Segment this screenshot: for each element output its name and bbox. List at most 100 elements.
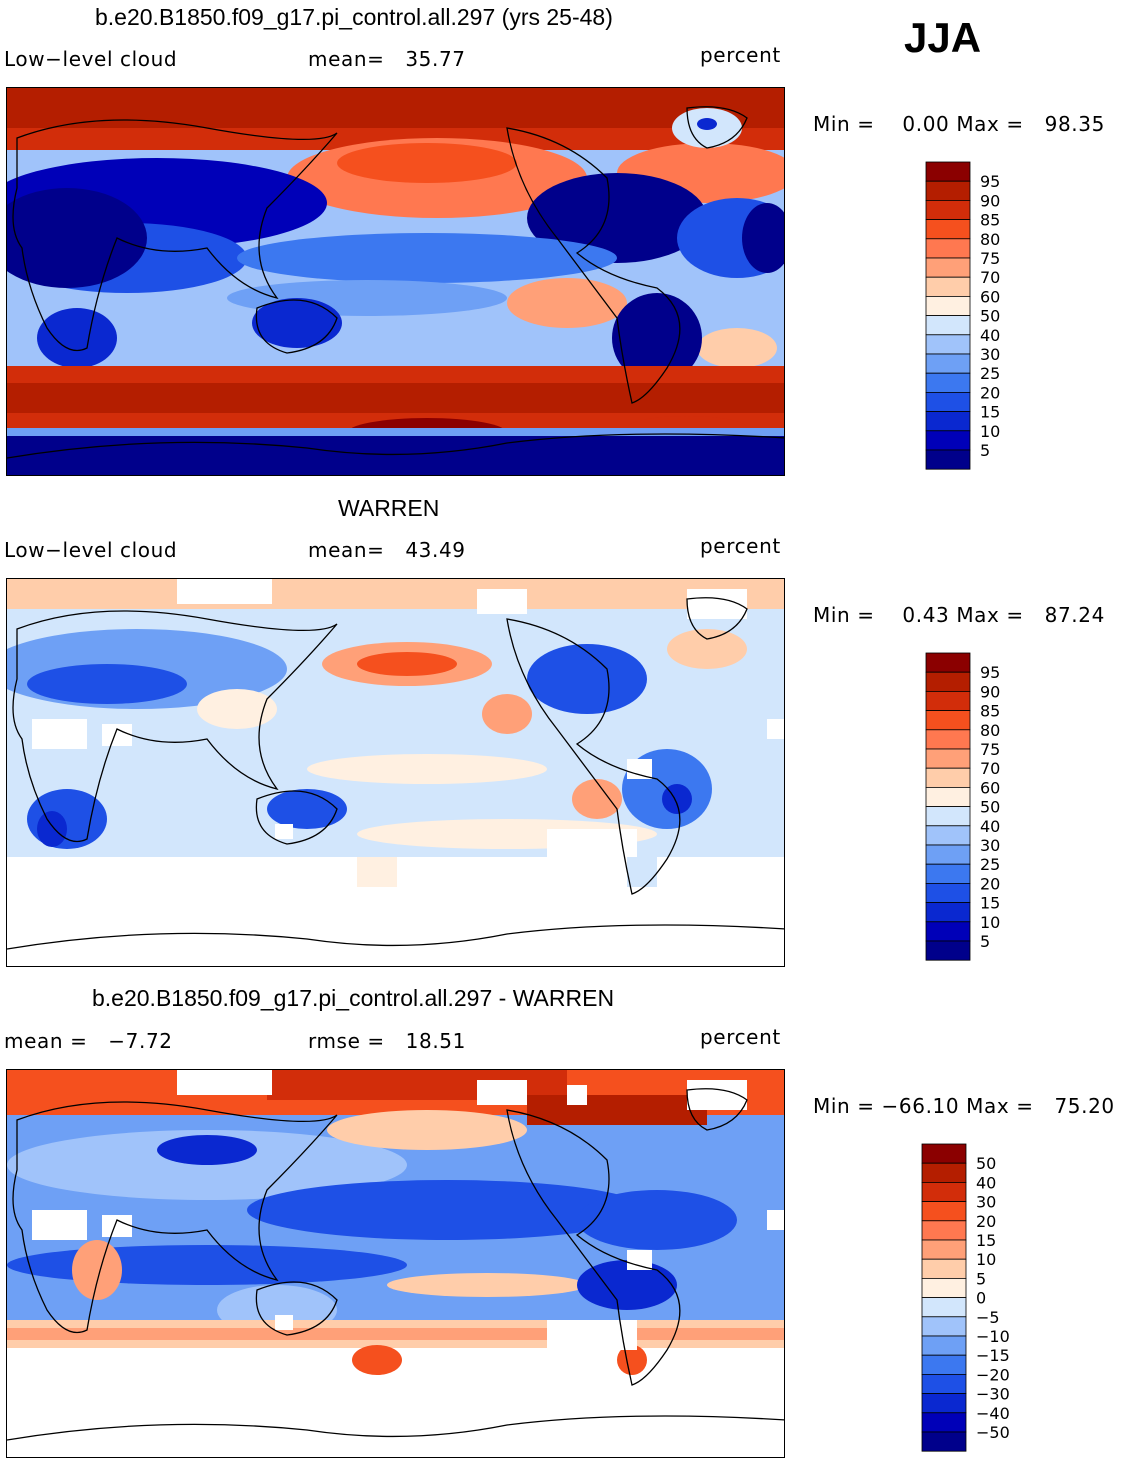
panel-3-colorbar-swatch [921, 1412, 967, 1433]
panel-1-colorbar-swatch [925, 180, 971, 201]
panel-2-minmax: Min = 0.43 Max = 87.24 [813, 603, 1105, 627]
panel-3-colorbar-label: −50 [976, 1423, 1010, 1442]
panel-3-colorbar-swatch [921, 1431, 967, 1452]
panel-1-colorbar-swatch [925, 161, 971, 182]
panel-1-colorbar-label: 40 [980, 326, 1000, 345]
panel-2-colorbar-swatch [925, 902, 971, 923]
panel-3-colorbar-label: 15 [976, 1231, 996, 1250]
panel-1-colorbar-swatch [925, 372, 971, 393]
panel-1-colorbar-label: 85 [980, 211, 1000, 230]
panel-1-colorbar-swatch [925, 200, 971, 221]
panel-2-colorbar-swatch [925, 863, 971, 884]
panel-3-colorbar-swatch [921, 1335, 967, 1356]
panel-3-colorbar-swatch [921, 1162, 967, 1183]
panel-2-variable-label: Low−level cloud [4, 538, 178, 562]
panel-2-colorbar-label: 95 [980, 663, 1000, 682]
panel-3-colorbar-label: 10 [976, 1250, 996, 1269]
panel-3-colorbar-swatch [921, 1182, 967, 1203]
panel-3-colorbar-label: −30 [976, 1385, 1010, 1404]
panel-1-mean-label: mean= 35.77 [308, 47, 466, 71]
panel-3-colorbar-label: 20 [976, 1212, 996, 1231]
panel-2-colorbar-label: 50 [980, 798, 1000, 817]
panel-3-colorbar-label: 40 [976, 1173, 996, 1192]
panel-1-colorbar-label: 60 [980, 287, 1000, 306]
panel-2-colorbar-swatch [925, 691, 971, 712]
panel-1-colorbar-label: 50 [980, 307, 1000, 326]
panel-1-colorbar-swatch [925, 353, 971, 374]
panel-1-colorbar-swatch [925, 257, 971, 278]
panel-2-colorbar-label: 40 [980, 817, 1000, 836]
panel-3-rmse-label: rmse = 18.51 [308, 1029, 466, 1053]
panel-1-colorbar-swatch [925, 295, 971, 316]
panel-3-colorbar-swatch [921, 1143, 967, 1164]
panel-3-colorbar-label: 30 [976, 1193, 996, 1212]
panel-2-colorbar-label: 80 [980, 721, 1000, 740]
panel-1-colorbar-label: 95 [980, 172, 1000, 191]
panel-1-colorbar-swatch [925, 449, 971, 470]
panel-2-colorbar-swatch [925, 806, 971, 827]
panel-2-colorbar-label: 75 [980, 740, 1000, 759]
panel-3-colorbar-swatch [921, 1393, 967, 1414]
panel-3-colorbar-label: −40 [976, 1404, 1010, 1423]
panel-1-title: b.e20.B1850.f09_g17.pi_control.all.297 (… [95, 4, 613, 30]
panel-1-colorbar-label: 20 [980, 383, 1000, 402]
panel-1-colorbar-label: 80 [980, 230, 1000, 249]
panel-2-colorbar-label: 5 [980, 932, 990, 951]
panel-2-colorbar-swatch [925, 940, 971, 961]
panel-1-colorbar-label: 75 [980, 249, 1000, 268]
panel-2-colorbar-swatch [925, 844, 971, 865]
panel-1-colorbar-swatch [925, 238, 971, 259]
panel-2-colorbar-swatch [925, 921, 971, 942]
panel-3-mean-label: mean = −7.72 [4, 1029, 173, 1053]
panel-3-units-label: percent [700, 1025, 781, 1049]
panel-1-colorbar-label: 25 [980, 364, 1000, 383]
panel-1-variable-label: Low−level cloud [4, 47, 178, 71]
panel-3-colorbar-label: 0 [976, 1289, 986, 1308]
panel-1-colorbar-swatch [925, 315, 971, 336]
panel-1-colorbar-swatch [925, 391, 971, 412]
panel-2-colorbar-swatch [925, 767, 971, 788]
panel-1-colorbar-swatch [925, 334, 971, 355]
panel-3-colorbar-swatch [921, 1316, 967, 1337]
panel-2-map [6, 578, 785, 967]
panel-3-colorbar-swatch [921, 1239, 967, 1260]
panel-3-colorbar-label: 50 [976, 1154, 996, 1173]
panel-2-colorbar-label: 60 [980, 778, 1000, 797]
panel-1-colorbar-swatch [925, 411, 971, 432]
panel-3-colorbar-swatch [921, 1354, 967, 1375]
panel-3-colorbar-swatch [921, 1201, 967, 1222]
panel-1-map [6, 87, 785, 476]
panel-2-colorbar-label: 30 [980, 836, 1000, 855]
panel-3-colorbar-swatch [921, 1297, 967, 1318]
panel-2-units-label: percent [700, 534, 781, 558]
panel-3-colorbar-label: −20 [976, 1365, 1010, 1384]
panel-1-colorbar-label: 70 [980, 268, 1000, 287]
panel-3-colorbar-swatch [921, 1373, 967, 1394]
panel-2-colorbar-swatch [925, 786, 971, 807]
panel-3-colorbar-swatch [921, 1220, 967, 1241]
panel-2-title: WARREN [338, 495, 440, 521]
panel-2-colorbar-swatch [925, 671, 971, 692]
panel-1-colorbar-label: 90 [980, 191, 1000, 210]
panel-2-colorbar-swatch [925, 748, 971, 769]
panel-2-colorbar-label: 15 [980, 894, 1000, 913]
panel-3-colorbar-swatch [921, 1277, 967, 1298]
panel-3-colorbar-label: 5 [976, 1269, 986, 1288]
panel-2-mean-label: mean= 43.49 [308, 538, 466, 562]
panel-1-colorbar-swatch [925, 276, 971, 297]
panel-1-colorbar-label: 30 [980, 345, 1000, 364]
panel-1-colorbar-label: 5 [980, 441, 990, 460]
panel-2-colorbar-label: 90 [980, 682, 1000, 701]
panel-3-title: b.e20.B1850.f09_g17.pi_control.all.297 -… [92, 985, 615, 1011]
panel-3-minmax: Min = −66.10 Max = 75.20 [813, 1094, 1115, 1118]
panel-1-colorbar-swatch [925, 219, 971, 240]
panel-2-colorbar-label: 85 [980, 702, 1000, 721]
panel-2-colorbar-label: 25 [980, 855, 1000, 874]
panel-2-colorbar-swatch [925, 710, 971, 731]
panel-2-colorbar-label: 10 [980, 913, 1000, 932]
season-label: JJA [904, 14, 982, 61]
panel-2-colorbar-label: 20 [980, 874, 1000, 893]
panel-2-colorbar-swatch [925, 652, 971, 673]
